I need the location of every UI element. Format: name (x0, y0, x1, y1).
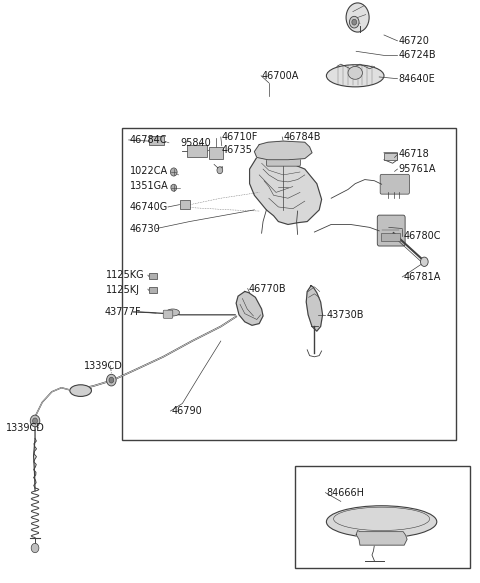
Ellipse shape (326, 505, 437, 538)
Circle shape (31, 543, 39, 553)
Bar (209, 147, 223, 159)
Text: 46700A: 46700A (262, 71, 299, 81)
Circle shape (170, 168, 177, 176)
Text: 46784C: 46784C (130, 135, 167, 145)
Bar (149, 273, 157, 279)
Bar (149, 287, 157, 293)
Circle shape (217, 167, 223, 174)
Polygon shape (254, 141, 312, 160)
FancyBboxPatch shape (381, 233, 400, 241)
Text: 1339CD: 1339CD (84, 360, 123, 371)
Text: 46710F: 46710F (222, 132, 258, 142)
Circle shape (109, 377, 114, 383)
Text: 46740G: 46740G (130, 202, 168, 212)
Polygon shape (356, 531, 407, 545)
Text: 1125KJ: 1125KJ (106, 285, 140, 295)
Polygon shape (306, 286, 323, 331)
Text: 43730B: 43730B (326, 310, 364, 320)
Text: 46790: 46790 (172, 406, 203, 416)
FancyBboxPatch shape (384, 153, 397, 160)
Polygon shape (236, 292, 263, 325)
Circle shape (171, 184, 177, 191)
Circle shape (30, 415, 40, 427)
Circle shape (420, 257, 428, 266)
Text: 46735: 46735 (222, 145, 252, 156)
Text: 95840: 95840 (180, 138, 211, 148)
FancyBboxPatch shape (266, 153, 300, 166)
Text: 46730: 46730 (130, 223, 160, 234)
Text: 1125KG: 1125KG (106, 270, 144, 280)
Text: 43777F: 43777F (105, 307, 141, 317)
Text: 46781A: 46781A (403, 272, 441, 282)
Ellipse shape (346, 3, 369, 32)
Ellipse shape (70, 385, 91, 396)
Circle shape (33, 418, 37, 424)
Circle shape (352, 19, 357, 25)
Circle shape (107, 374, 116, 386)
Text: 95761A: 95761A (398, 164, 436, 174)
Polygon shape (250, 156, 322, 224)
Text: 46724B: 46724B (398, 50, 436, 61)
Circle shape (349, 16, 359, 28)
Text: 46780C: 46780C (403, 231, 441, 241)
Text: 46718: 46718 (398, 149, 429, 160)
Bar (122, 128, 456, 440)
Text: 46770B: 46770B (249, 283, 286, 294)
Ellipse shape (166, 309, 180, 316)
Bar (187, 145, 207, 157)
Text: 46720: 46720 (398, 36, 429, 46)
Text: 46784B: 46784B (283, 132, 321, 142)
Text: 1022CA: 1022CA (130, 166, 168, 177)
Text: 1351GA: 1351GA (130, 181, 168, 191)
FancyBboxPatch shape (377, 215, 405, 246)
FancyBboxPatch shape (163, 310, 173, 318)
FancyBboxPatch shape (380, 174, 409, 194)
Text: 84666H: 84666H (326, 487, 364, 498)
Bar (149, 136, 164, 145)
Text: 84640E: 84640E (398, 73, 435, 84)
Bar (180, 200, 190, 209)
Ellipse shape (348, 66, 362, 79)
Text: 1339CD: 1339CD (6, 423, 45, 433)
Ellipse shape (326, 65, 384, 87)
Bar (295, 466, 470, 568)
